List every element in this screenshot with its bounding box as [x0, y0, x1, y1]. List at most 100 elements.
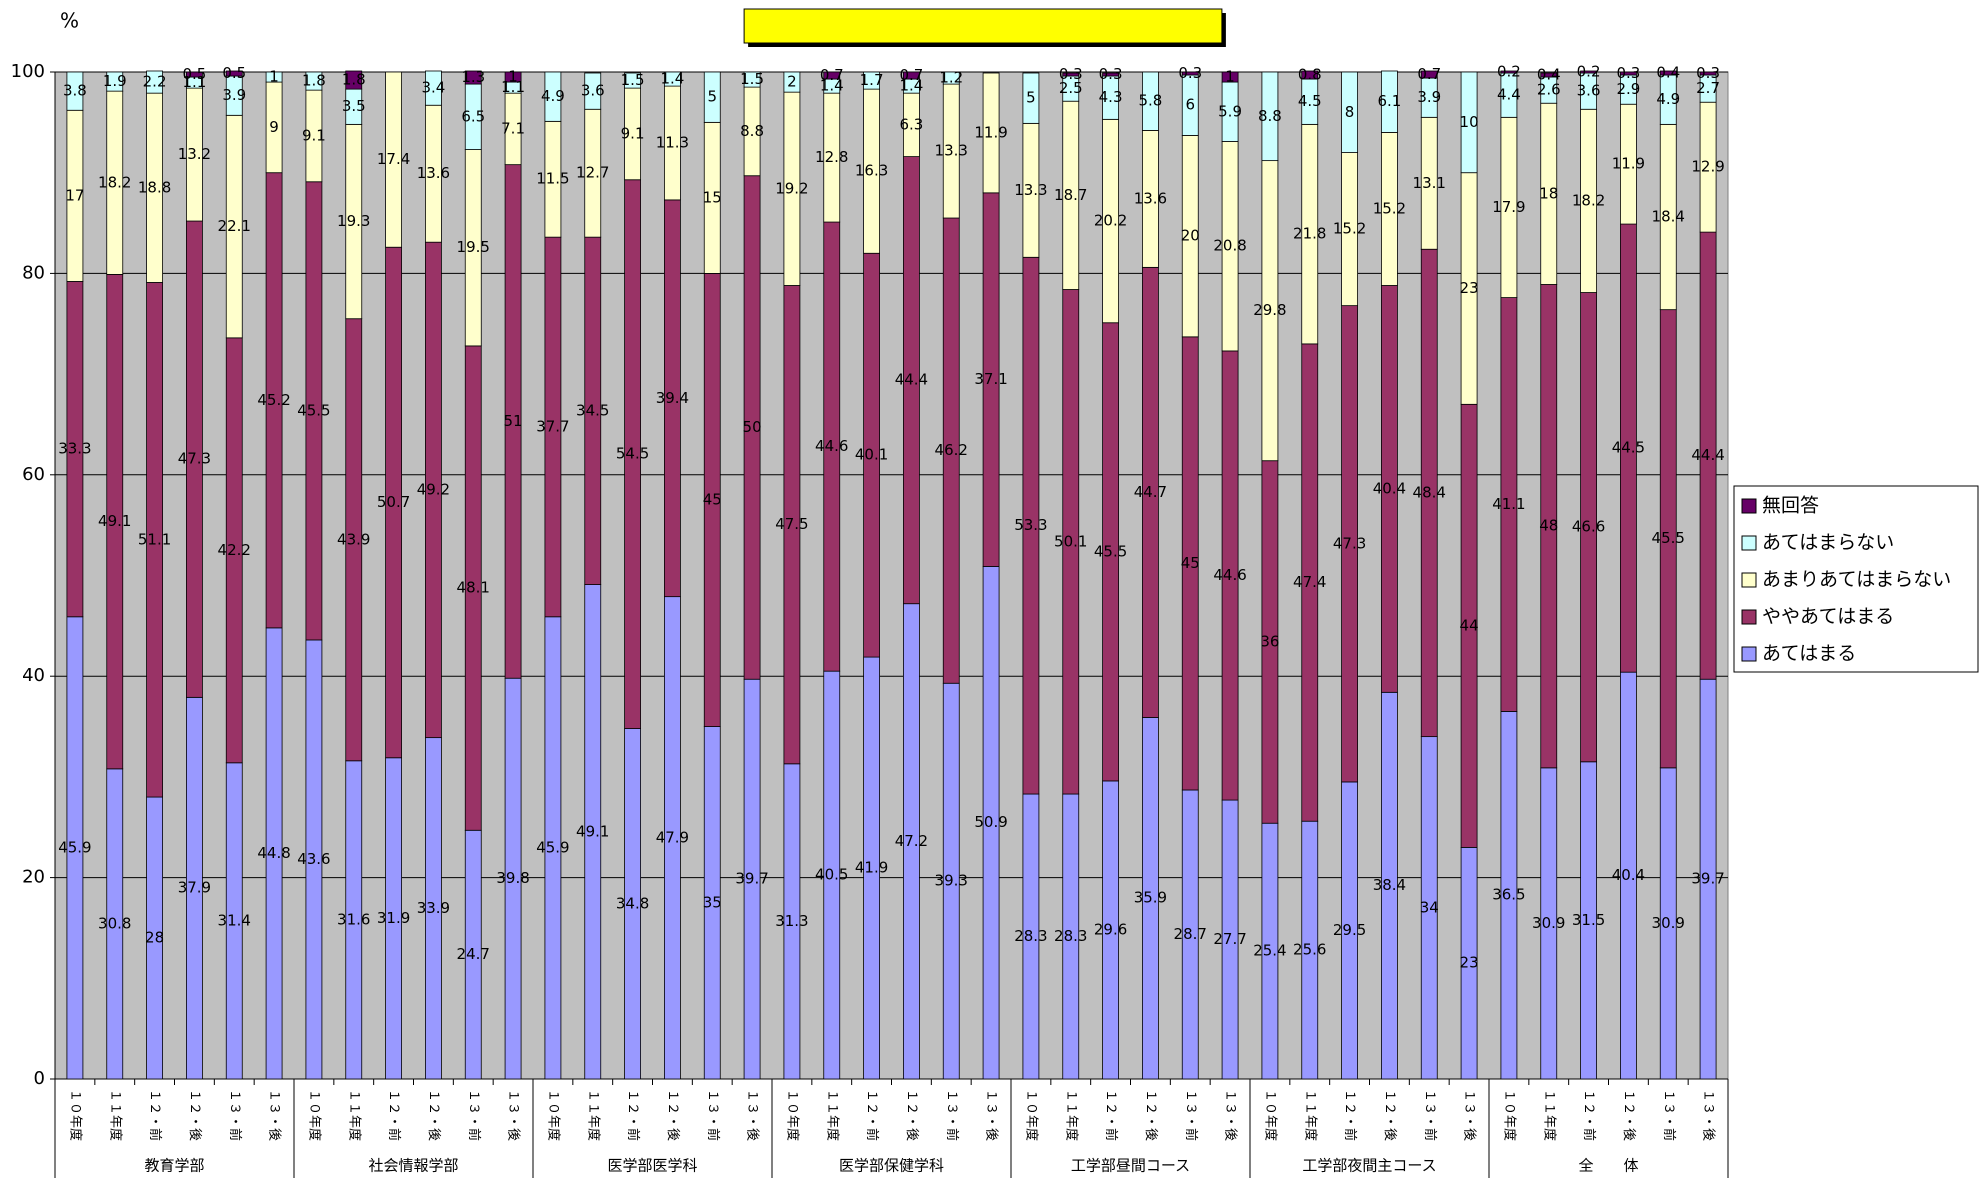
data-label: 22.1	[218, 217, 251, 235]
legend-label: ややあてはまる	[1762, 606, 1894, 628]
bar-segment	[1142, 71, 1159, 131]
bar-segment	[345, 70, 363, 90]
data-label: 2.6	[1537, 81, 1561, 99]
bar-segment	[1062, 72, 1080, 77]
data-label: 44.8	[257, 844, 290, 862]
x-tick-label: １２・後	[1621, 1089, 1636, 1141]
bar-segment	[1341, 71, 1358, 153]
data-label: 18	[1539, 184, 1558, 202]
data-label: 31.3	[775, 912, 808, 930]
data-label: 4.5	[1298, 92, 1322, 110]
data-label: 0.3	[1696, 64, 1720, 82]
data-label: 20.8	[1213, 237, 1246, 255]
x-tick-label: １３・前	[705, 1089, 721, 1141]
x-tick-label: １０年度	[1023, 1089, 1039, 1141]
data-label: 0.2	[1577, 63, 1601, 81]
data-label: 4.4	[1497, 86, 1521, 104]
group-label: 社会情報学部	[368, 1157, 458, 1175]
data-label: 21.8	[1293, 225, 1326, 243]
x-tick-label: １０年度	[545, 1089, 561, 1141]
bar-segment	[425, 70, 442, 106]
bar-segment	[584, 72, 602, 110]
data-label: 1.5	[740, 70, 764, 88]
data-label: 1.9	[103, 72, 127, 90]
x-tick-label: １１年度	[824, 1089, 840, 1141]
data-label: 4.9	[1656, 90, 1680, 108]
data-label: 6.5	[461, 107, 485, 125]
bar-segment	[1460, 71, 1478, 174]
data-label: 1.8	[302, 72, 326, 90]
data-label: 43.9	[337, 530, 370, 548]
bar-segment	[1699, 71, 1717, 76]
data-label: 37.9	[178, 879, 211, 897]
x-tick-label: １０年度	[784, 1089, 800, 1141]
x-tick-label: １３・後	[506, 1089, 521, 1141]
data-label: 49.1	[576, 822, 609, 840]
data-label: 38.4	[1373, 876, 1406, 894]
data-label: 1.8	[342, 71, 366, 89]
data-label: 28.3	[1014, 927, 1047, 945]
x-tick-label: １３・前	[944, 1089, 960, 1141]
legend-swatch	[1741, 498, 1757, 514]
data-label: 1.7	[860, 71, 884, 89]
data-label: 0.2	[1497, 63, 1521, 81]
bar-segment	[1261, 71, 1279, 162]
bar-segment	[823, 71, 841, 80]
data-label: 0.8	[1298, 66, 1322, 84]
data-label: 47.3	[1333, 534, 1366, 552]
data-label: 1	[508, 68, 518, 86]
bar-segment	[385, 71, 402, 248]
data-label: 3.9	[222, 86, 246, 104]
data-label: 40.5	[815, 866, 848, 884]
data-label: 11.3	[656, 133, 689, 151]
data-label: 33.3	[58, 440, 91, 458]
x-tick-label: １３・前	[466, 1089, 482, 1141]
bar-segment	[106, 71, 124, 92]
plot-area	[54, 71, 1729, 1080]
data-label: 13.3	[1014, 181, 1047, 199]
data-label: 24.7	[457, 945, 490, 963]
data-label: 48	[1539, 517, 1558, 535]
data-label: 31.4	[218, 911, 251, 929]
data-label: 30.9	[1652, 914, 1685, 932]
data-label: 34.8	[616, 894, 649, 912]
data-label: 1.1	[501, 78, 525, 96]
x-tick-label: １２・後	[1382, 1089, 1397, 1141]
data-label: 27.7	[1213, 930, 1246, 948]
data-label: 50.1	[1054, 532, 1087, 550]
data-label: 4.3	[1099, 88, 1123, 106]
data-label: 25.6	[1293, 941, 1326, 959]
data-label: 5	[707, 88, 717, 106]
x-tick-label: １２・後	[665, 1089, 680, 1141]
data-label: 5.8	[1138, 92, 1162, 110]
x-tick-label: １１年度	[1063, 1089, 1079, 1141]
data-label: 29.8	[1253, 301, 1286, 319]
bar-segment	[783, 71, 801, 93]
bar-segment	[66, 71, 84, 111]
bar-segment	[504, 71, 522, 83]
data-label: 19.5	[457, 238, 490, 256]
y-tick-label: 20	[22, 867, 45, 888]
legend-box	[1733, 485, 1979, 673]
data-label: 51.1	[138, 530, 171, 548]
title-box	[743, 8, 1223, 44]
bar-segment	[942, 71, 960, 85]
data-label: 16.3	[855, 162, 888, 180]
data-label: 0.4	[1537, 66, 1561, 84]
data-label: 36.5	[1492, 886, 1525, 904]
data-label: 44.5	[1612, 439, 1645, 457]
data-label: 39.8	[496, 869, 529, 887]
data-label: 45.5	[297, 401, 330, 419]
data-label: 17.9	[1492, 198, 1525, 216]
data-label: 53.3	[1014, 516, 1047, 534]
bar-segment	[863, 71, 880, 90]
data-label: 44.4	[1691, 446, 1724, 464]
data-label: 23	[1460, 279, 1479, 297]
data-label: 29.5	[1333, 921, 1366, 939]
data-label: 31.5	[1572, 911, 1605, 929]
data-label: 1.5	[621, 71, 645, 89]
data-label: 18.7	[1054, 186, 1087, 204]
data-label: 39.4	[656, 389, 689, 407]
data-label: 2.5	[1059, 79, 1083, 97]
data-label: 6.1	[1377, 92, 1401, 110]
